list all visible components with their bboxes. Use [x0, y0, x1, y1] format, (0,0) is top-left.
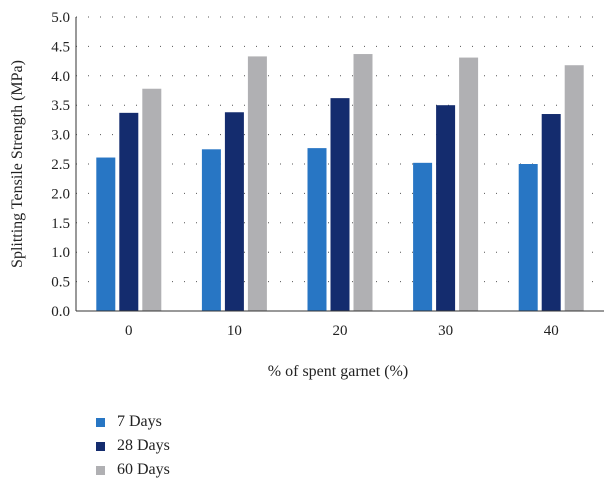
- legend-label-60-days: 60 Days: [117, 461, 170, 478]
- bar-7-days-10: [201, 149, 221, 311]
- legend-swatch-60-days: [96, 465, 105, 475]
- x-tick-label: 0: [125, 323, 133, 339]
- x-tick-labels: 0 10 20 30 40: [125, 323, 559, 339]
- legend-label-7-days: 7 Days: [117, 413, 162, 430]
- bar-60-days-40: [564, 65, 584, 311]
- x-tick-label: 40: [544, 323, 559, 339]
- legend-item-7-days: 7 Days: [96, 410, 170, 434]
- x-axis-label: % of spent garnet (%): [268, 363, 408, 380]
- bar-7-days-20: [307, 148, 327, 311]
- bar-60-days-10: [247, 56, 267, 312]
- legend-item-60-days: 60 Days: [96, 458, 170, 482]
- bar-7-days-0: [96, 157, 116, 311]
- legend: 7 Days 28 Days 60 Days: [96, 410, 170, 482]
- y-tick-label: 3.5: [51, 98, 70, 114]
- y-tick-label: 0.0: [51, 304, 70, 320]
- bars: [96, 54, 584, 312]
- bar-60-days-30: [459, 57, 479, 312]
- axes: [75, 17, 604, 312]
- x-tick-label: 30: [438, 323, 453, 339]
- bar-chart: 0.0 0.5 1.0 1.5 2.0 2.5 3.0 3.5 4.0 4.5 5.0 0 10 20 3…: [9, 10, 604, 380]
- y-tick-label: 0.5: [51, 275, 70, 291]
- y-tick-label: 1.0: [51, 245, 70, 261]
- y-tick-label: 4.5: [51, 39, 70, 55]
- legend-swatch-7-days: [96, 417, 105, 427]
- legend-swatch-28-days: [96, 441, 105, 451]
- x-tick-label: 10: [227, 323, 242, 339]
- y-tick-labels: 0.0 0.5 1.0 1.5 2.0 2.5 3.0 3.5 4.0 4.5 5.0: [51, 10, 70, 320]
- bar-28-days-30: [436, 105, 456, 311]
- bar-28-days-10: [224, 112, 244, 311]
- bar-60-days-20: [353, 54, 373, 311]
- y-tick-label: 2.0: [51, 186, 70, 202]
- bar-28-days-40: [541, 114, 561, 312]
- y-tick-label: 4.0: [51, 69, 70, 85]
- y-tick-label: 1.5: [51, 216, 70, 232]
- x-tick-label: 20: [333, 323, 348, 339]
- y-tick-label: 2.5: [51, 157, 70, 173]
- y-tick-label: 3.0: [51, 128, 70, 144]
- y-tick-label: 5.0: [51, 10, 70, 26]
- bar-28-days-20: [330, 98, 350, 311]
- bar-28-days-0: [119, 112, 139, 312]
- legend-label-28-days: 28 Days: [117, 437, 170, 454]
- legend-item-28-days: 28 Days: [96, 434, 170, 458]
- bar-60-days-0: [142, 88, 162, 312]
- bar-7-days-30: [413, 162, 433, 311]
- y-axis-label: Splitting Tensile Strength (MPa): [9, 60, 26, 268]
- bar-7-days-40: [518, 164, 538, 311]
